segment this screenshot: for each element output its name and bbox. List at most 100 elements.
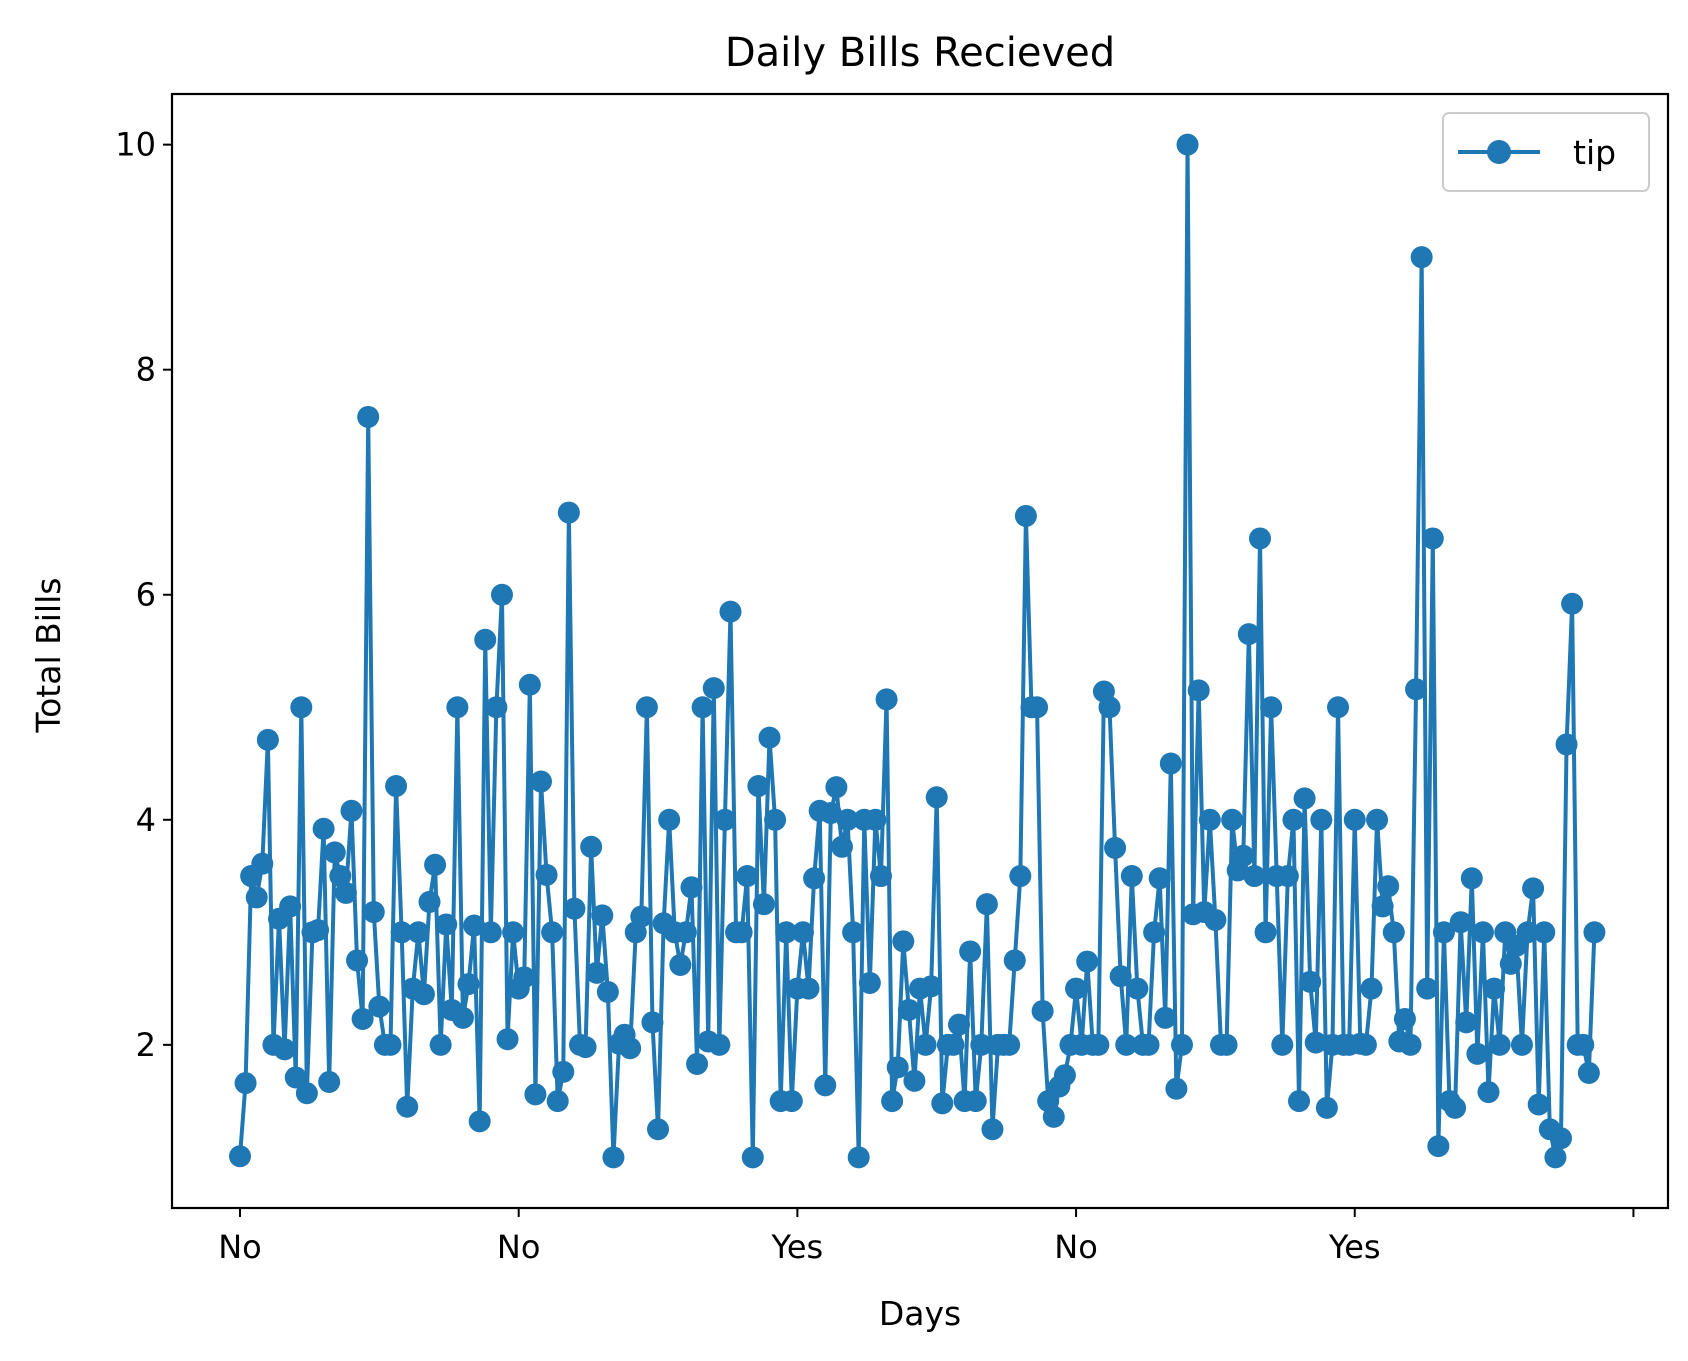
data-point-tip-29 <box>390 921 413 944</box>
data-point-tip-204 <box>1366 808 1389 831</box>
data-point-tip-236 <box>1544 1146 1567 1169</box>
data-point-tip-101 <box>791 921 814 944</box>
data-point-tip-60 <box>563 897 586 920</box>
y-axis-label: Total Bills <box>29 578 68 734</box>
data-point-tip-8 <box>273 1038 296 1061</box>
data-point-tip-115 <box>869 865 892 888</box>
data-point-tip-23 <box>357 405 380 428</box>
data-point-tip-123 <box>914 1033 937 1056</box>
data-point-tip-219 <box>1449 911 1472 934</box>
data-point-tip-83 <box>691 696 714 719</box>
data-point-tip-158 <box>1109 965 1132 988</box>
data-point-tip-200 <box>1343 808 1366 831</box>
data-point-tip-59 <box>557 501 580 524</box>
y-tick-label: 6 <box>136 576 156 614</box>
legend-marker <box>1487 140 1511 164</box>
data-point-tip-207 <box>1382 921 1405 944</box>
data-point-tip-163 <box>1137 1033 1160 1056</box>
data-point-tip-168 <box>1165 1077 1188 1100</box>
data-point-tip-18 <box>329 865 352 888</box>
data-point-tip-54 <box>529 770 552 793</box>
data-point-tip-107 <box>825 776 848 799</box>
data-point-tip-93 <box>747 775 770 798</box>
data-point-tip-111 <box>847 1146 870 1169</box>
data-point-tip-95 <box>758 726 781 749</box>
data-point-tip-15 <box>312 817 335 840</box>
data-point-tip-195 <box>1315 1096 1338 1119</box>
data-point-tip-49 <box>502 921 525 944</box>
chart-title: Daily Bills Recieved <box>725 30 1115 76</box>
data-point-tip-72 <box>630 905 653 928</box>
data-point-tip-119 <box>892 930 915 953</box>
legend: tip <box>1442 112 1650 192</box>
data-point-tip-166 <box>1154 1006 1177 1029</box>
data-point-tip-141 <box>1014 504 1037 527</box>
y-tick-label: 8 <box>136 351 156 389</box>
data-point-tip-81 <box>680 876 703 899</box>
data-point-tip-14 <box>307 919 330 942</box>
data-point-tip-237 <box>1549 1127 1572 1150</box>
data-point-tip-3 <box>245 886 268 909</box>
data-point-tip-28 <box>385 775 408 798</box>
data-point-tip-42 <box>463 914 486 937</box>
plot-frame <box>170 92 1670 1210</box>
data-point-tip-242 <box>1577 1061 1600 1084</box>
data-point-tip-90 <box>730 921 753 944</box>
data-point-tip-0 <box>229 1145 251 1168</box>
data-point-tip-25 <box>368 995 391 1018</box>
data-point-tip-157 <box>1104 836 1127 859</box>
data-point-tip-138 <box>998 1033 1021 1056</box>
data-point-tip-190 <box>1288 1090 1311 1113</box>
data-point-tip-185 <box>1260 696 1283 719</box>
plot-area <box>229 133 1606 1169</box>
data-point-tip-228 <box>1499 952 1522 975</box>
data-point-tip-64 <box>585 961 608 984</box>
data-point-tip-19 <box>334 881 357 904</box>
data-point-tip-143 <box>1026 696 1049 719</box>
data-point-tip-82 <box>686 1052 709 1075</box>
data-point-tip-134 <box>975 893 998 916</box>
data-point-tip-47 <box>490 583 513 606</box>
data-point-tip-44 <box>474 628 497 651</box>
data-point-tip-108 <box>830 835 853 858</box>
data-point-tip-172 <box>1187 679 1210 702</box>
data-point-tip-184 <box>1254 921 1277 944</box>
data-point-tip-182 <box>1243 865 1266 888</box>
data-point-tip-30 <box>396 1095 419 1118</box>
data-point-tip-21 <box>346 949 369 972</box>
data-point-tip-99 <box>780 1090 803 1113</box>
axis-ticks: 2 4 6 8 10 No No Yes No Yes <box>115 126 1635 1266</box>
data-point-tip-67 <box>602 1146 625 1169</box>
data-point-tip-4 <box>251 852 274 875</box>
data-point-tip-86 <box>708 1033 731 1056</box>
data-point-tip-139 <box>1003 949 1026 972</box>
data-point-tip-45 <box>479 921 502 944</box>
data-point-tip-214 <box>1421 527 1444 550</box>
data-point-tip-220 <box>1455 1011 1478 1034</box>
data-point-tip-37 <box>435 913 458 936</box>
data-point-tip-164 <box>1143 921 1166 944</box>
data-point-tip-152 <box>1076 950 1099 973</box>
data-point-tip-126 <box>931 1092 954 1115</box>
data-point-tip-9 <box>279 895 302 918</box>
data-point-tip-40 <box>451 1006 474 1029</box>
data-point-tip-32 <box>407 921 430 944</box>
data-point-tip-210 <box>1399 1033 1422 1056</box>
data-point-tip-239 <box>1561 592 1584 615</box>
data-point-tip-36 <box>429 1033 452 1056</box>
data-point-tip-212 <box>1410 246 1433 269</box>
data-point-tip-159 <box>1115 1033 1138 1056</box>
data-point-tip-16 <box>318 1070 341 1093</box>
data-point-tip-183 <box>1249 527 1271 550</box>
data-point-tip-222 <box>1466 1042 1489 1065</box>
data-point-tip-209 <box>1393 1007 1416 1030</box>
data-point-tip-181 <box>1237 623 1260 646</box>
data-point-tip-41 <box>457 973 480 996</box>
data-point-tip-102 <box>797 977 820 1000</box>
data-point-tip-161 <box>1126 977 1149 1000</box>
data-point-tip-243 <box>1583 921 1606 944</box>
y-tick-label: 10 <box>115 126 156 164</box>
data-point-tip-225 <box>1483 977 1506 1000</box>
